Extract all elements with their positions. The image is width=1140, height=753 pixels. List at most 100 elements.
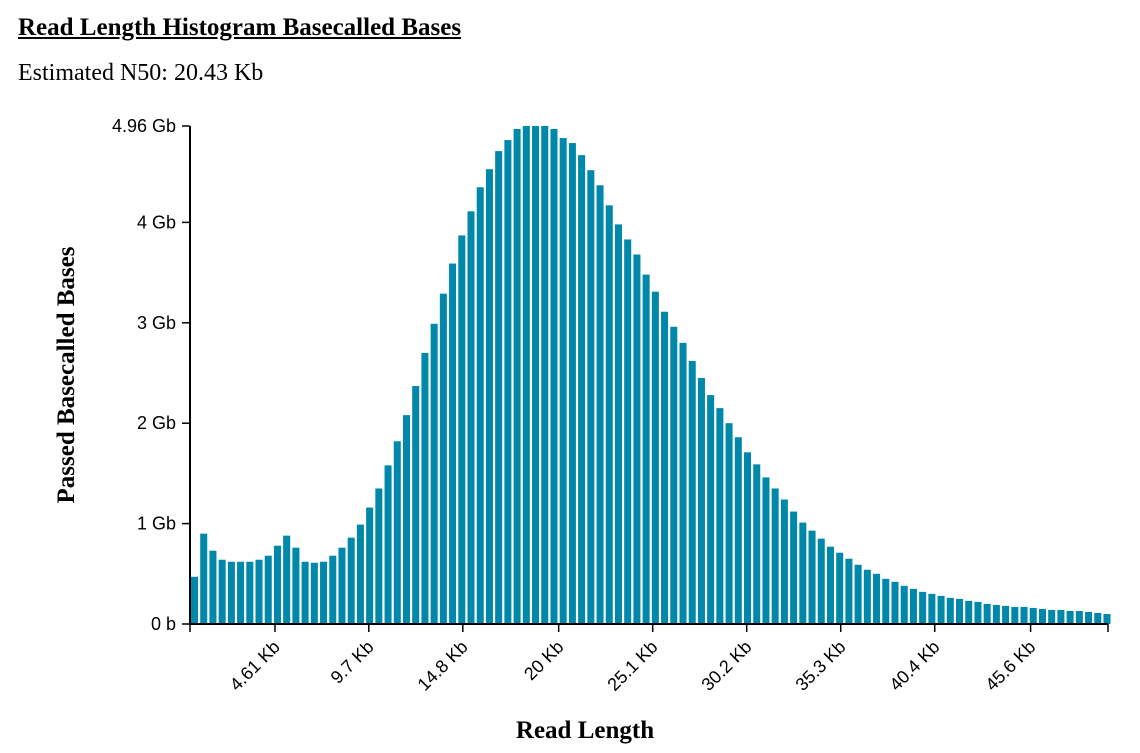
histogram-bar	[1085, 611, 1093, 624]
histogram-bar	[218, 559, 226, 624]
histogram-bar	[725, 423, 733, 624]
y-tick-label: 4.96 Gb	[112, 116, 176, 136]
histogram-bar	[310, 562, 318, 624]
chart-title: Read Length Histogram Basecalled Bases	[18, 14, 462, 41]
histogram-bar	[808, 530, 816, 625]
histogram-bar	[734, 437, 742, 624]
histogram-bar	[780, 499, 788, 624]
y-tick-label: 4 Gb	[137, 212, 176, 232]
histogram-bar	[1103, 613, 1111, 624]
histogram-bar	[578, 155, 586, 624]
histogram-bar	[697, 378, 705, 624]
x-tick-label: 45.6 Kb	[981, 637, 1039, 695]
histogram-bar	[928, 593, 936, 624]
histogram-bar	[744, 452, 752, 624]
histogram-bar	[633, 254, 641, 624]
x-tick-label: 20 Kb	[520, 637, 567, 684]
histogram-bar	[559, 138, 567, 625]
histogram-bar	[273, 545, 281, 624]
histogram-bar	[605, 205, 613, 624]
x-tick-label: 40.4 Kb	[886, 637, 944, 695]
histogram-bar	[255, 559, 263, 624]
histogram-bar	[817, 538, 825, 624]
y-axis-label: Passed Basecalled Bases	[53, 246, 80, 503]
histogram-bar	[661, 311, 669, 624]
x-tick-label: 4.61 Kb	[226, 637, 284, 695]
histogram-bar	[1075, 610, 1083, 624]
histogram-bar	[992, 604, 1000, 624]
bars-group	[191, 126, 1111, 625]
histogram-bar	[1048, 609, 1056, 624]
histogram-bar	[1011, 606, 1019, 624]
histogram-bar	[393, 441, 401, 624]
histogram-bar	[596, 185, 604, 625]
histogram-bar	[449, 263, 457, 624]
histogram-bar	[476, 187, 484, 624]
histogram-bar	[836, 552, 844, 624]
histogram-bar	[707, 395, 715, 624]
histogram-bar	[1057, 609, 1065, 624]
histogram-bar	[522, 126, 530, 624]
histogram-bar	[384, 465, 392, 624]
histogram-bar	[1066, 610, 1074, 624]
x-tick-label: 14.8 Kb	[414, 637, 472, 695]
histogram-bar	[753, 464, 761, 624]
y-tick-label: 2 Gb	[137, 413, 176, 433]
y-axis: 0 b 1 Gb 2 Gb 3 Gb 4 Gb 4.96 Gb	[112, 116, 191, 634]
x-tick-label: 30.2 Kb	[698, 637, 756, 695]
histogram-bar	[799, 522, 807, 624]
histogram-bar	[246, 561, 254, 624]
histogram-bar	[375, 488, 383, 624]
histogram-bar	[900, 585, 908, 624]
x-axis-label: Read Length	[516, 717, 654, 744]
x-tick-label: 35.3 Kb	[792, 637, 850, 695]
histogram-bar	[863, 569, 871, 624]
histogram-bar	[891, 581, 899, 624]
histogram-bar	[670, 326, 678, 624]
histogram-bar	[624, 239, 632, 624]
x-tick-label: 25.1 Kb	[603, 637, 661, 695]
histogram-bar	[412, 386, 420, 624]
histogram-bar	[513, 129, 521, 624]
histogram-bar	[504, 140, 512, 624]
histogram-bar	[614, 224, 622, 624]
histogram-bar	[651, 291, 659, 624]
histogram-bar	[283, 535, 291, 624]
histogram-bar	[919, 591, 927, 624]
histogram-bar	[771, 488, 779, 624]
histogram-bar	[1029, 607, 1037, 624]
histogram-bar	[1038, 608, 1046, 624]
histogram-bar	[826, 546, 834, 624]
histogram-bar	[882, 578, 890, 624]
histogram-bar	[642, 274, 650, 624]
histogram-bar	[688, 360, 696, 624]
histogram-bar	[191, 576, 199, 624]
histogram-bar	[430, 323, 438, 624]
histogram-bar	[873, 573, 881, 624]
histogram-bar	[956, 598, 964, 624]
histogram-bar	[338, 547, 346, 624]
y-tick-label: 1 Gb	[137, 514, 176, 534]
histogram-bar	[200, 533, 208, 624]
histogram-bar	[532, 126, 540, 624]
histogram-bar	[587, 170, 595, 624]
y-tick-label: 3 Gb	[137, 313, 176, 333]
histogram-bar	[716, 408, 724, 624]
histogram-bar	[550, 129, 558, 624]
histogram-bar	[227, 561, 235, 624]
histogram-bar	[485, 169, 493, 625]
histogram-bar	[1094, 612, 1102, 624]
histogram-bar	[854, 564, 862, 624]
histogram-bar	[909, 588, 917, 624]
x-axis: 4.61 Kb 9.7 Kb 14.8 Kb 20 Kb 25.1 Kb 30.2 Kb 3…	[189, 623, 1109, 695]
histogram-bar	[301, 561, 309, 624]
y-tick-label: 0 b	[151, 614, 176, 634]
histogram-bar	[347, 537, 355, 624]
x-tick-label: 9.7 Kb	[327, 637, 378, 688]
histogram-bar	[1002, 605, 1010, 624]
histogram-bar	[568, 143, 576, 624]
histogram-bar	[790, 511, 798, 624]
histogram-bar	[679, 342, 687, 624]
histogram-bar	[237, 561, 245, 624]
